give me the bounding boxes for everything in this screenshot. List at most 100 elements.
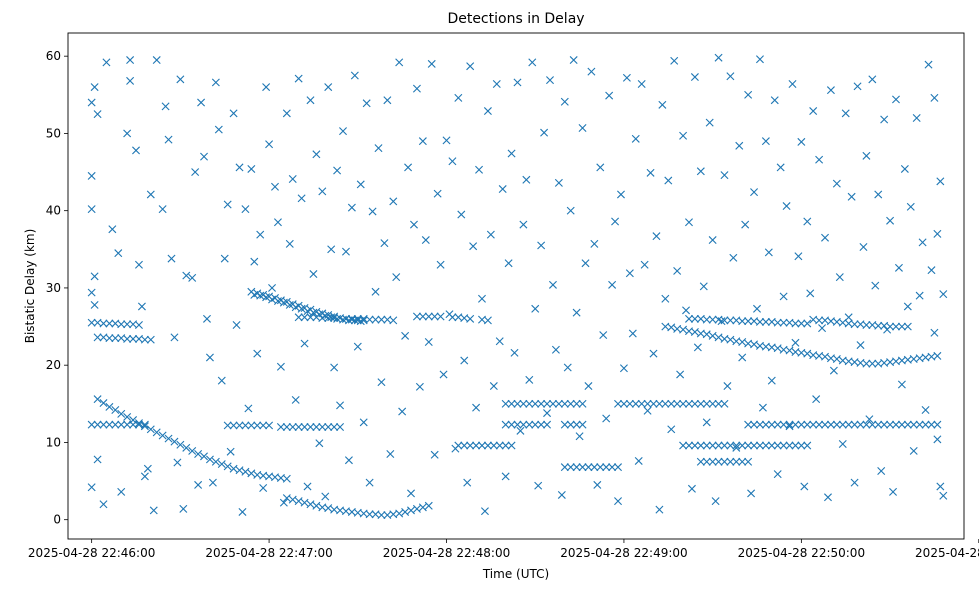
data-point xyxy=(424,501,433,510)
data-point xyxy=(696,441,705,450)
data-point xyxy=(726,316,735,325)
data-point xyxy=(862,151,871,160)
data-point xyxy=(939,290,948,299)
data-point xyxy=(714,399,723,408)
data-point xyxy=(685,441,693,450)
data-point xyxy=(347,203,356,212)
data-point xyxy=(105,420,114,429)
x-axis: 2025-04-28 22:46:00 2025-04-28 22:47:00 20… xyxy=(28,539,979,560)
data-point xyxy=(510,348,519,357)
data-point xyxy=(702,457,711,466)
data-point xyxy=(401,331,410,340)
data-point xyxy=(191,168,200,177)
data-point xyxy=(744,457,753,466)
data-point xyxy=(483,441,492,450)
data-point xyxy=(791,319,800,328)
data-point xyxy=(412,84,421,93)
data-point xyxy=(572,399,581,408)
data-point xyxy=(791,441,800,450)
data-point xyxy=(773,441,782,450)
data-point xyxy=(430,312,439,321)
data-point xyxy=(661,294,670,303)
data-point xyxy=(741,220,750,229)
data-point xyxy=(575,432,584,441)
y-tick-label: 30 xyxy=(46,281,61,295)
data-point xyxy=(619,399,628,408)
data-point xyxy=(643,399,652,408)
data-point xyxy=(936,482,945,491)
data-point xyxy=(158,431,167,440)
data-point xyxy=(616,190,625,199)
data-point xyxy=(554,399,563,408)
data-point xyxy=(643,406,652,415)
data-point xyxy=(140,420,149,429)
data-point xyxy=(167,254,176,263)
data-point xyxy=(359,418,368,427)
data-point xyxy=(362,99,371,108)
data-point xyxy=(525,420,534,429)
data-point xyxy=(306,500,315,509)
data-point xyxy=(726,441,735,450)
data-point xyxy=(383,96,392,105)
data-point xyxy=(324,314,333,323)
data-point xyxy=(720,399,729,408)
data-point xyxy=(93,455,102,464)
data-point xyxy=(903,420,912,429)
data-point xyxy=(578,420,587,429)
data-point xyxy=(614,497,623,506)
data-point xyxy=(336,401,345,410)
data-point xyxy=(936,177,945,186)
data-point xyxy=(614,463,623,472)
data-point xyxy=(835,273,844,282)
data-point xyxy=(874,190,883,199)
data-point xyxy=(117,487,126,496)
data-point xyxy=(611,217,620,226)
data-point xyxy=(265,140,274,149)
data-point xyxy=(871,281,880,290)
data-point xyxy=(886,420,895,429)
data-point xyxy=(543,409,552,418)
x-tick-label: 2025-04-28 22:51:00 xyxy=(915,546,979,560)
data-point xyxy=(806,289,815,298)
data-point xyxy=(933,435,942,444)
data-point xyxy=(282,422,291,431)
data-point xyxy=(915,291,924,300)
data-point xyxy=(90,300,99,309)
data-point xyxy=(436,312,445,321)
data-point xyxy=(170,333,179,342)
data-point xyxy=(596,163,605,172)
data-point xyxy=(812,395,821,404)
data-point xyxy=(608,280,617,289)
data-point xyxy=(134,420,143,429)
data-point xyxy=(404,163,413,172)
data-point xyxy=(543,420,552,429)
data-point xyxy=(312,422,321,431)
data-point xyxy=(655,505,664,514)
data-point xyxy=(519,220,528,229)
data-point xyxy=(708,315,717,324)
data-point xyxy=(744,317,753,326)
data-point xyxy=(105,334,114,343)
data-point xyxy=(211,457,220,466)
data-point xyxy=(853,82,862,91)
data-point xyxy=(525,375,534,384)
data-point xyxy=(750,188,759,197)
data-point xyxy=(457,210,466,219)
data-point xyxy=(862,359,871,368)
data-point xyxy=(640,260,649,269)
data-point xyxy=(832,179,841,188)
data-point xyxy=(427,59,436,68)
data-point xyxy=(714,53,723,62)
data-point xyxy=(321,492,330,501)
data-point xyxy=(578,463,587,472)
data-point xyxy=(809,107,818,116)
data-point xyxy=(637,399,646,408)
data-point xyxy=(773,344,782,353)
data-point xyxy=(276,422,285,431)
data-point xyxy=(764,248,773,257)
data-point xyxy=(99,399,108,408)
data-point xyxy=(386,450,395,459)
data-point xyxy=(622,73,631,82)
data-point xyxy=(531,304,540,313)
